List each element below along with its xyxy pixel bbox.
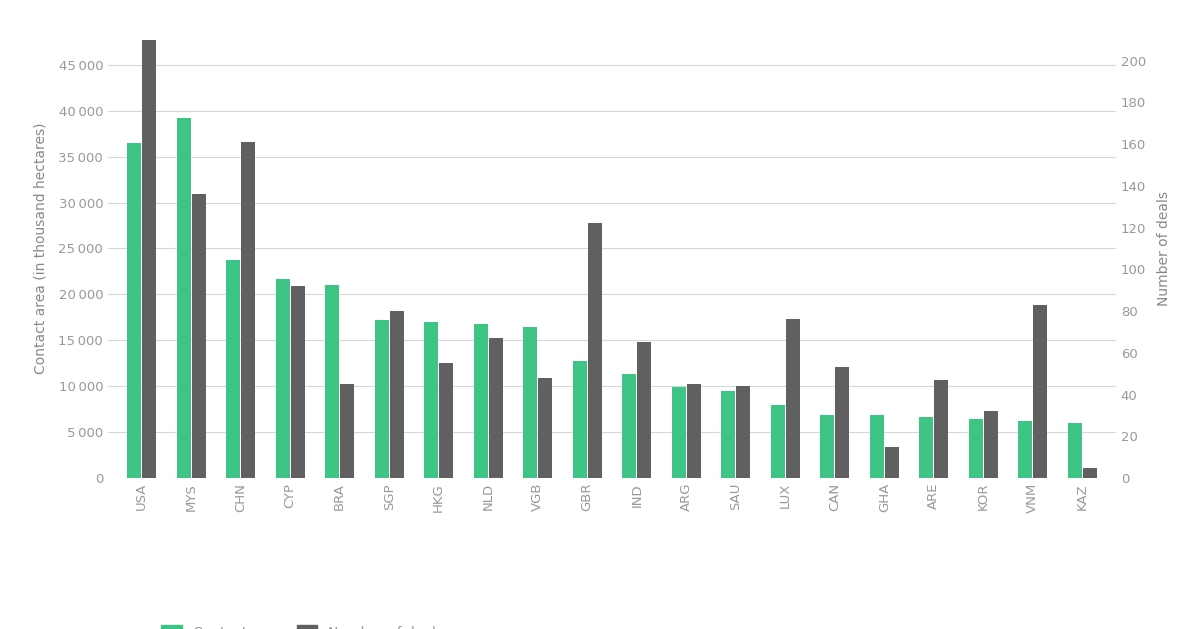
Bar bbox=[737, 386, 750, 478]
Bar bbox=[1019, 421, 1032, 478]
Legend: Contact area, Number of deals: Contact area, Number of deals bbox=[155, 620, 449, 629]
Bar bbox=[1068, 423, 1081, 478]
Bar bbox=[290, 286, 305, 478]
Bar bbox=[721, 391, 736, 478]
Bar bbox=[523, 326, 538, 478]
Bar bbox=[374, 320, 389, 478]
Bar bbox=[935, 380, 948, 478]
Bar bbox=[143, 40, 156, 478]
Bar bbox=[984, 411, 997, 478]
Y-axis label: Contact area (in thousand hectares): Contact area (in thousand hectares) bbox=[34, 123, 47, 374]
Bar bbox=[192, 194, 205, 478]
Bar bbox=[227, 260, 240, 478]
Bar bbox=[884, 447, 899, 478]
Bar bbox=[1033, 305, 1048, 478]
Bar bbox=[770, 406, 785, 478]
Bar bbox=[439, 363, 454, 478]
Bar bbox=[821, 415, 834, 478]
Bar bbox=[390, 311, 403, 478]
Bar bbox=[1082, 467, 1097, 478]
Bar bbox=[672, 387, 685, 478]
Bar bbox=[276, 279, 289, 478]
Y-axis label: Number of deals: Number of deals bbox=[1157, 191, 1171, 306]
Bar bbox=[870, 415, 883, 478]
Bar bbox=[325, 285, 340, 478]
Bar bbox=[241, 142, 256, 478]
Bar bbox=[588, 223, 601, 478]
Bar bbox=[686, 384, 701, 478]
Bar bbox=[425, 322, 438, 478]
Bar bbox=[341, 384, 354, 478]
Bar bbox=[968, 420, 983, 478]
Bar bbox=[572, 362, 587, 478]
Bar bbox=[539, 378, 552, 478]
Bar bbox=[623, 374, 636, 478]
Bar bbox=[835, 367, 850, 478]
Bar bbox=[176, 118, 191, 478]
Bar bbox=[488, 338, 503, 478]
Bar bbox=[786, 320, 799, 478]
Bar bbox=[919, 418, 934, 478]
Bar bbox=[127, 143, 142, 478]
Bar bbox=[474, 324, 487, 478]
Bar bbox=[637, 342, 652, 478]
